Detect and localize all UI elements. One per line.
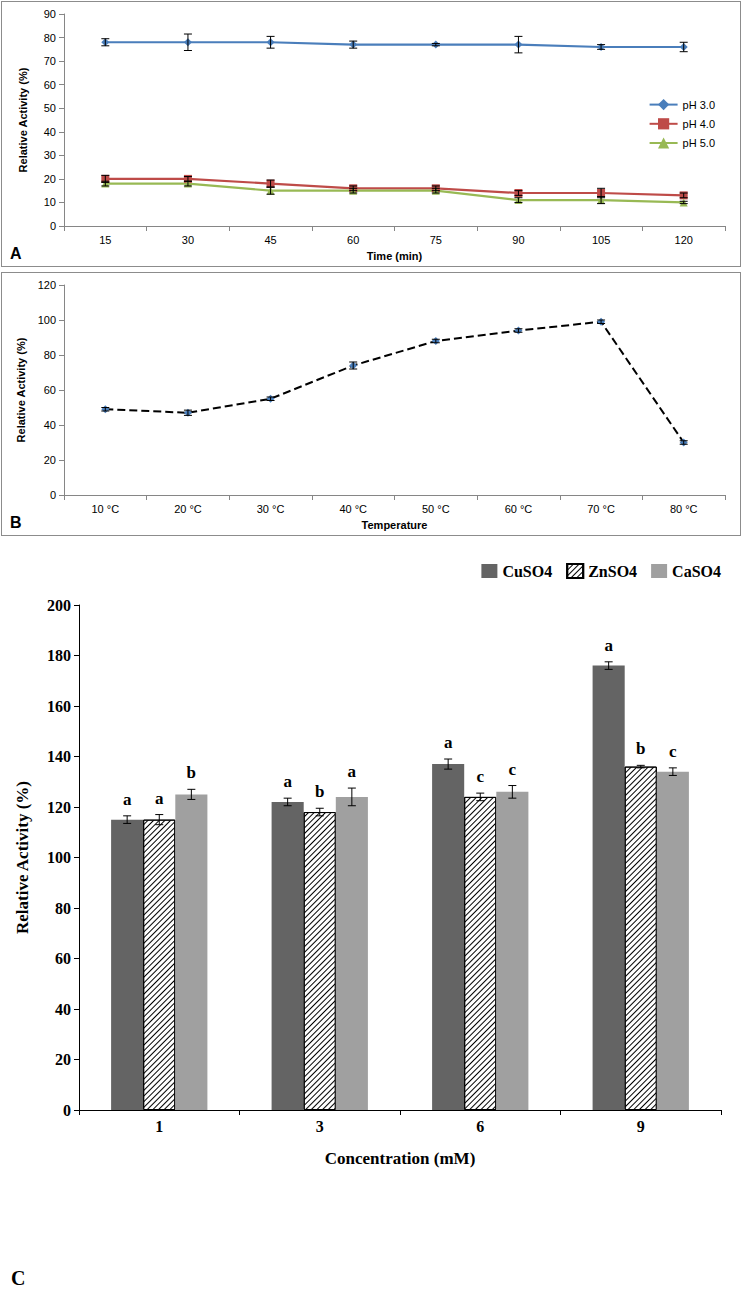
svg-text:60: 60 — [44, 384, 56, 396]
svg-text:6: 6 — [476, 1118, 484, 1135]
svg-text:80: 80 — [44, 349, 56, 361]
svg-text:ZnSO4: ZnSO4 — [588, 563, 637, 580]
svg-text:60: 60 — [55, 950, 71, 967]
svg-text:100: 100 — [47, 849, 71, 866]
svg-text:a: a — [348, 762, 357, 781]
svg-text:a: a — [444, 733, 453, 752]
svg-text:b: b — [187, 763, 196, 782]
svg-text:Relative Activity (%): Relative Activity (%) — [17, 67, 29, 172]
svg-text:pH 4.0: pH 4.0 — [683, 118, 715, 130]
svg-text:70: 70 — [44, 55, 56, 67]
svg-text:Time (min): Time (min) — [367, 250, 423, 262]
svg-text:30 °C: 30 °C — [257, 503, 285, 515]
svg-text:a: a — [283, 772, 292, 791]
svg-text:a: a — [155, 789, 164, 808]
svg-text:20: 20 — [55, 1051, 71, 1068]
svg-text:80 °C: 80 °C — [670, 503, 698, 515]
svg-text:Relative Activity (%): Relative Activity (%) — [15, 337, 27, 442]
svg-text:90: 90 — [512, 234, 524, 246]
svg-text:Temperature: Temperature — [362, 519, 428, 531]
svg-text:120: 120 — [675, 234, 693, 246]
svg-text:15: 15 — [99, 234, 111, 246]
svg-text:CuSO4: CuSO4 — [502, 563, 552, 580]
svg-text:1: 1 — [155, 1118, 163, 1135]
svg-text:C: C — [11, 1267, 25, 1289]
svg-text:10 °C: 10 °C — [91, 503, 119, 515]
svg-text:90: 90 — [44, 8, 56, 20]
svg-text:pH 5.0: pH 5.0 — [683, 137, 715, 149]
svg-text:c: c — [509, 760, 517, 779]
svg-text:CaSO4: CaSO4 — [672, 563, 721, 580]
svg-text:c: c — [669, 742, 677, 761]
svg-text:50 °C: 50 °C — [422, 503, 450, 515]
svg-text:40: 40 — [44, 126, 56, 138]
svg-text:a: a — [604, 636, 613, 655]
svg-text:0: 0 — [50, 489, 56, 501]
svg-text:30: 30 — [44, 149, 56, 161]
svg-text:9: 9 — [637, 1118, 645, 1135]
svg-text:180: 180 — [47, 647, 71, 664]
svg-text:20: 20 — [44, 173, 56, 185]
svg-text:Concentration (mM): Concentration (mM) — [325, 1149, 476, 1168]
svg-text:b: b — [636, 739, 645, 758]
svg-text:120: 120 — [47, 799, 71, 816]
svg-text:a: a — [123, 790, 132, 809]
svg-text:b: b — [315, 782, 324, 801]
svg-text:40 °C: 40 °C — [339, 503, 367, 515]
svg-text:30: 30 — [182, 234, 194, 246]
svg-text:40: 40 — [55, 1001, 71, 1018]
svg-text:120: 120 — [38, 279, 56, 291]
svg-text:80: 80 — [44, 32, 56, 44]
svg-text:100: 100 — [38, 314, 56, 326]
svg-text:pH 3.0: pH 3.0 — [683, 99, 715, 111]
svg-text:70 °C: 70 °C — [587, 503, 615, 515]
svg-text:50: 50 — [44, 102, 56, 114]
svg-text:0: 0 — [63, 1102, 71, 1119]
svg-text:45: 45 — [264, 234, 276, 246]
svg-text:20: 20 — [44, 454, 56, 466]
svg-text:200: 200 — [47, 597, 71, 614]
svg-text:40: 40 — [44, 419, 56, 431]
svg-text:80: 80 — [55, 900, 71, 917]
svg-text:10: 10 — [44, 196, 56, 208]
svg-text:20 °C: 20 °C — [174, 503, 202, 515]
svg-text:140: 140 — [47, 748, 71, 765]
svg-text:0: 0 — [50, 220, 56, 232]
svg-text:60: 60 — [44, 79, 56, 91]
svg-text:75: 75 — [430, 234, 442, 246]
svg-text:60 °C: 60 °C — [505, 503, 533, 515]
svg-text:Relative Activity (%): Relative Activity (%) — [13, 781, 32, 934]
svg-text:c: c — [476, 767, 484, 786]
svg-text:105: 105 — [592, 234, 610, 246]
svg-text:A: A — [10, 245, 22, 262]
svg-text:160: 160 — [47, 698, 71, 715]
svg-text:60: 60 — [347, 234, 359, 246]
svg-text:B: B — [10, 514, 22, 531]
svg-text:3: 3 — [316, 1118, 324, 1135]
